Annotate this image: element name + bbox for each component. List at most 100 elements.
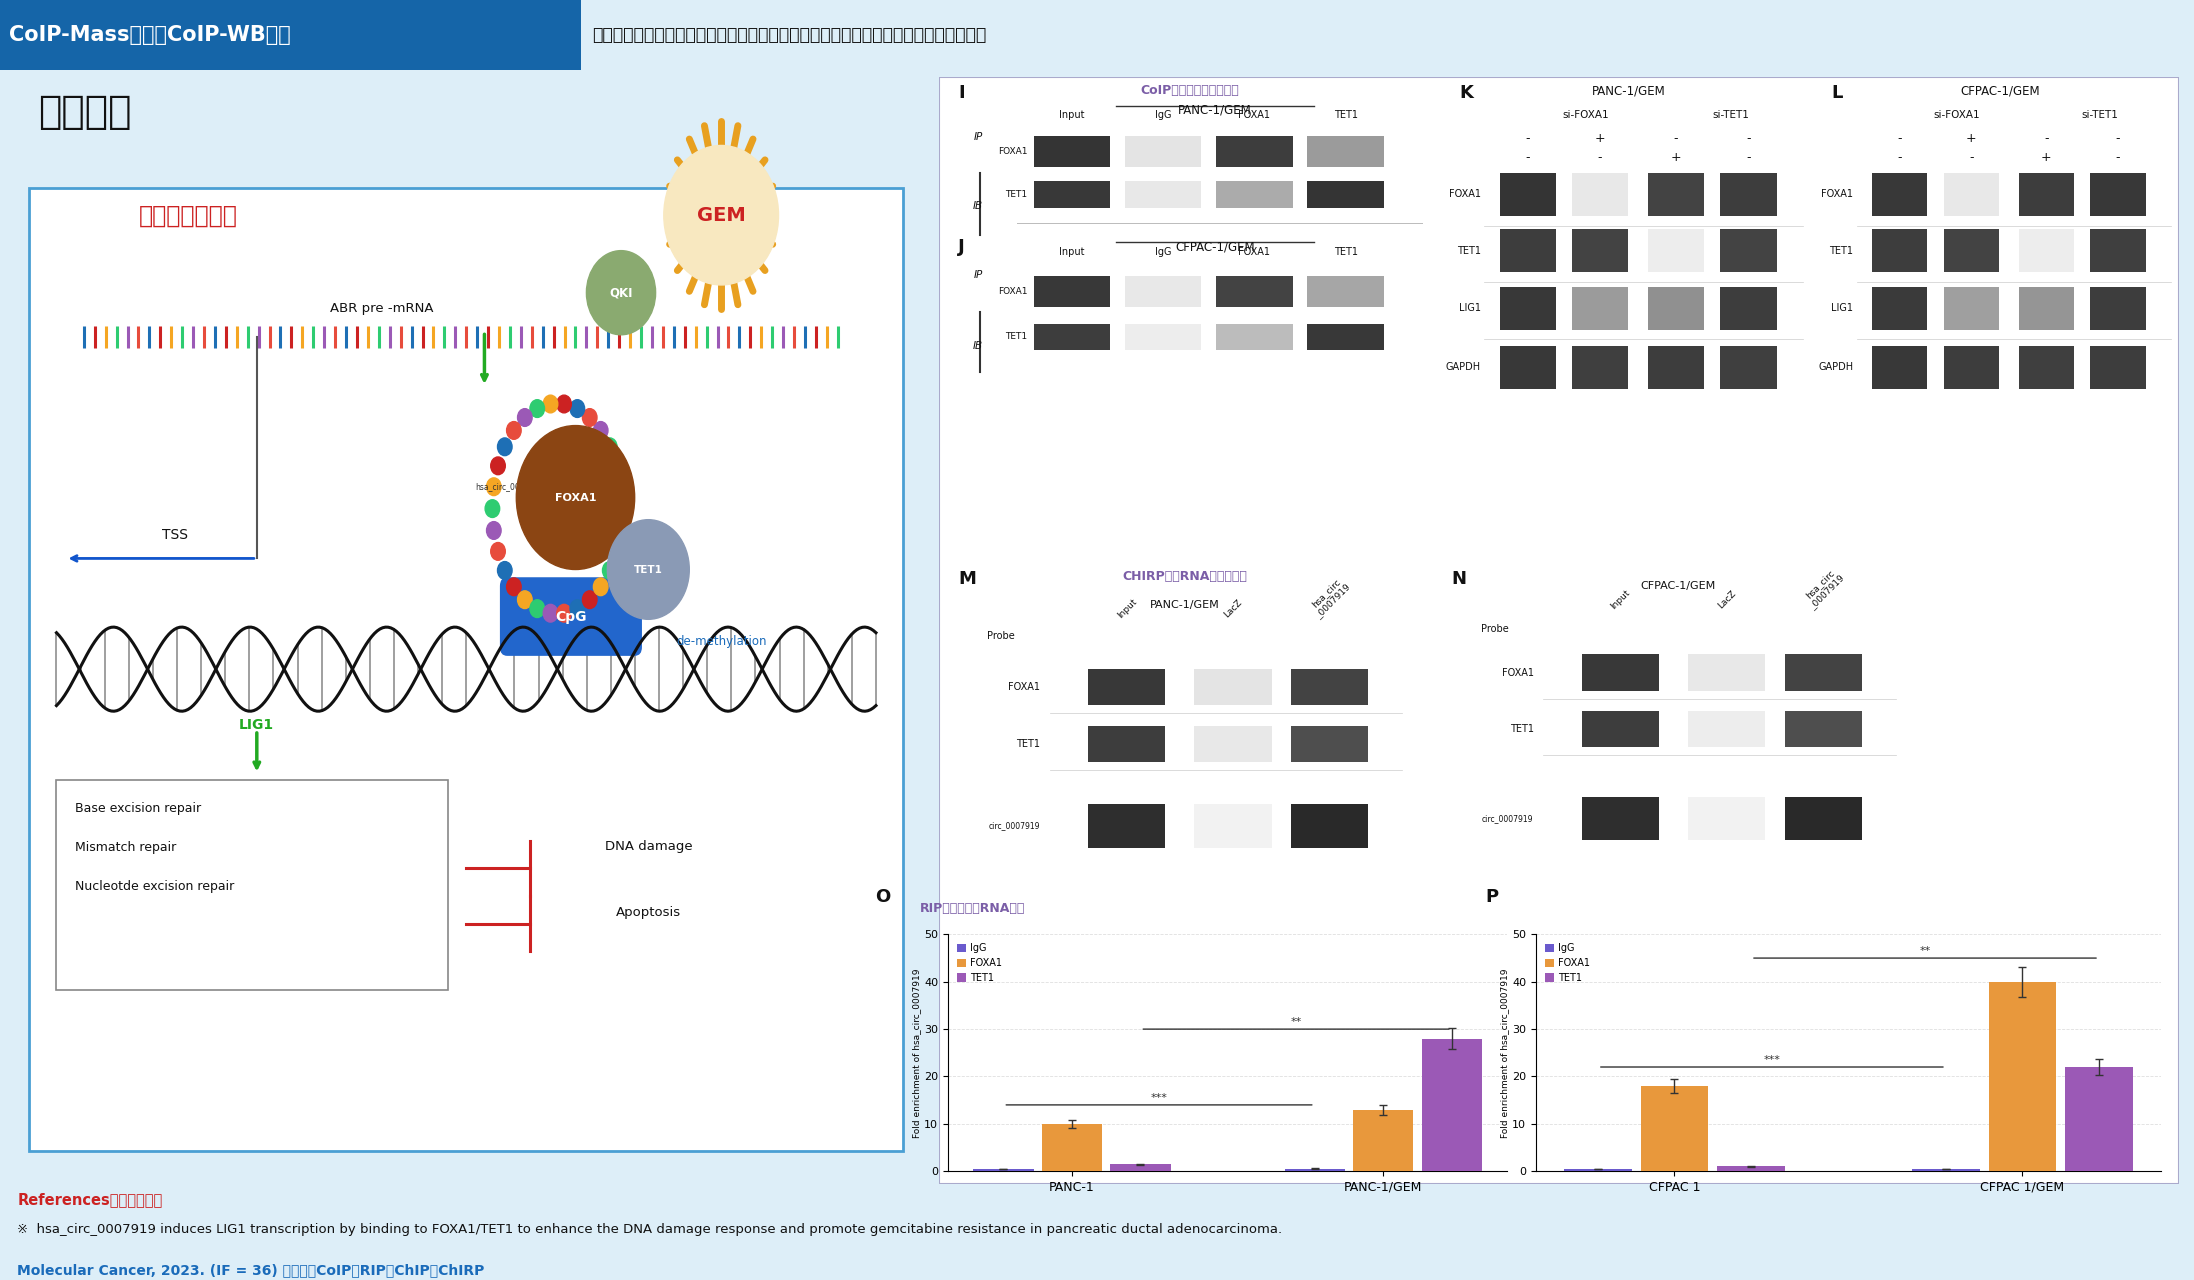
Circle shape bbox=[610, 543, 623, 561]
FancyBboxPatch shape bbox=[1290, 804, 1369, 847]
FancyBboxPatch shape bbox=[1720, 229, 1777, 273]
Text: IP: IP bbox=[974, 132, 983, 142]
FancyBboxPatch shape bbox=[2018, 229, 2073, 273]
FancyBboxPatch shape bbox=[1088, 804, 1165, 847]
Text: FOXA1: FOXA1 bbox=[1821, 189, 1854, 200]
Circle shape bbox=[592, 577, 608, 595]
Legend: IgG, FOXA1, TET1: IgG, FOXA1, TET1 bbox=[952, 940, 1007, 987]
Text: TSS: TSS bbox=[162, 527, 189, 541]
Text: TET1: TET1 bbox=[1005, 333, 1027, 342]
Text: FOXA1: FOXA1 bbox=[1237, 110, 1270, 120]
Text: -: - bbox=[1898, 151, 1902, 164]
FancyBboxPatch shape bbox=[2018, 346, 2073, 389]
Text: ***: *** bbox=[1150, 1093, 1167, 1102]
FancyBboxPatch shape bbox=[1871, 287, 1926, 330]
Text: -: - bbox=[1898, 132, 1902, 145]
Circle shape bbox=[581, 591, 597, 608]
FancyBboxPatch shape bbox=[1308, 275, 1384, 307]
Circle shape bbox=[518, 408, 533, 426]
FancyBboxPatch shape bbox=[1033, 324, 1110, 351]
Text: References（参考文献）: References（参考文献） bbox=[18, 1193, 162, 1207]
Bar bbox=[1718, 1166, 1784, 1171]
Circle shape bbox=[491, 543, 505, 561]
FancyBboxPatch shape bbox=[1308, 324, 1384, 351]
Text: CFPAC-1/GEM: CFPAC-1/GEM bbox=[1641, 581, 1716, 591]
Text: I: I bbox=[959, 84, 965, 102]
Circle shape bbox=[570, 399, 584, 417]
Circle shape bbox=[498, 562, 511, 580]
Text: hsa_circ
_0007919: hsa_circ _0007919 bbox=[1801, 566, 1845, 611]
FancyBboxPatch shape bbox=[57, 780, 448, 991]
Text: P: P bbox=[1485, 888, 1499, 906]
Text: LIG1: LIG1 bbox=[1459, 303, 1481, 314]
Circle shape bbox=[586, 251, 656, 335]
Text: IgG: IgG bbox=[1154, 110, 1172, 120]
Circle shape bbox=[610, 457, 623, 475]
Text: CFPAC-1/GEM: CFPAC-1/GEM bbox=[1176, 241, 1255, 253]
Text: Input: Input bbox=[1115, 596, 1139, 620]
FancyBboxPatch shape bbox=[0, 0, 581, 70]
Text: Input: Input bbox=[1060, 110, 1084, 120]
Legend: IgG, FOXA1, TET1: IgG, FOXA1, TET1 bbox=[1540, 940, 1595, 987]
FancyBboxPatch shape bbox=[1648, 346, 1705, 389]
Circle shape bbox=[614, 522, 627, 539]
Text: ※  hsa_circ_0007919 induces LIG1 transcription by binding to FOXA1/TET1 to enhan: ※ hsa_circ_0007919 induces LIG1 transcri… bbox=[18, 1224, 1283, 1236]
Circle shape bbox=[516, 425, 634, 570]
Text: PANC-1/GEM: PANC-1/GEM bbox=[1178, 104, 1253, 116]
Text: FOXA1: FOXA1 bbox=[998, 287, 1027, 296]
Bar bbox=[1564, 1170, 1632, 1171]
Circle shape bbox=[592, 421, 608, 439]
Text: CoIP-Mass检测和CoIP-WB验证: CoIP-Mass检测和CoIP-WB验证 bbox=[9, 26, 290, 45]
Text: -: - bbox=[1597, 151, 1602, 164]
Text: Molecular Cancer, 2023. (IF = 36) 人院推荐CoIP、RIP、ChIP、ChIRP: Molecular Cancer, 2023. (IF = 36) 人院推荐Co… bbox=[18, 1263, 485, 1277]
Text: TET1: TET1 bbox=[634, 564, 663, 575]
FancyBboxPatch shape bbox=[1573, 229, 1628, 273]
FancyBboxPatch shape bbox=[1784, 654, 1863, 691]
Text: TET1: TET1 bbox=[1334, 247, 1358, 257]
FancyBboxPatch shape bbox=[1501, 346, 1556, 389]
Text: RIP检测蛋白和RNA互作: RIP检测蛋白和RNA互作 bbox=[919, 902, 1025, 915]
FancyBboxPatch shape bbox=[1944, 287, 1999, 330]
Bar bbox=[1283, 1169, 1345, 1171]
Text: Probe: Probe bbox=[1481, 623, 1509, 634]
Text: TET1: TET1 bbox=[1016, 739, 1040, 749]
Text: +: + bbox=[1672, 151, 1681, 164]
Circle shape bbox=[507, 577, 522, 595]
Text: circ_0007919: circ_0007919 bbox=[1483, 814, 1534, 823]
Text: TET1: TET1 bbox=[1830, 246, 1854, 256]
FancyBboxPatch shape bbox=[2018, 287, 2073, 330]
FancyBboxPatch shape bbox=[1088, 726, 1165, 762]
FancyBboxPatch shape bbox=[1215, 324, 1292, 351]
FancyBboxPatch shape bbox=[1648, 173, 1705, 216]
FancyBboxPatch shape bbox=[2091, 173, 2146, 216]
Text: FOXA1: FOXA1 bbox=[1237, 247, 1270, 257]
Text: O: O bbox=[875, 888, 891, 906]
Bar bbox=[1641, 1085, 1709, 1171]
FancyBboxPatch shape bbox=[2018, 173, 2073, 216]
FancyBboxPatch shape bbox=[1573, 173, 1628, 216]
FancyBboxPatch shape bbox=[1033, 182, 1110, 207]
Text: LacZ: LacZ bbox=[1222, 598, 1244, 620]
Bar bbox=[2065, 1068, 2133, 1171]
Text: si-TET1: si-TET1 bbox=[1711, 110, 1749, 120]
Text: hsa_circ_0007919: hsa_circ_0007919 bbox=[476, 483, 544, 492]
FancyBboxPatch shape bbox=[1215, 182, 1292, 207]
FancyBboxPatch shape bbox=[1033, 275, 1110, 307]
Circle shape bbox=[557, 604, 570, 622]
FancyBboxPatch shape bbox=[2091, 287, 2146, 330]
FancyBboxPatch shape bbox=[1944, 173, 1999, 216]
FancyBboxPatch shape bbox=[1126, 275, 1202, 307]
Text: J: J bbox=[959, 238, 965, 256]
FancyBboxPatch shape bbox=[1194, 726, 1273, 762]
FancyBboxPatch shape bbox=[2091, 346, 2146, 389]
Text: +: + bbox=[1966, 132, 1977, 145]
Text: +: + bbox=[2040, 151, 2051, 164]
Text: -: - bbox=[1525, 151, 1529, 164]
FancyBboxPatch shape bbox=[1215, 275, 1292, 307]
Text: IP: IP bbox=[974, 270, 983, 279]
Text: +: + bbox=[1595, 132, 1606, 145]
Text: ABR pre -mRNA: ABR pre -mRNA bbox=[329, 302, 432, 315]
Bar bbox=[1110, 1164, 1172, 1171]
Text: FOXA1: FOXA1 bbox=[1007, 682, 1040, 692]
FancyBboxPatch shape bbox=[1944, 346, 1999, 389]
